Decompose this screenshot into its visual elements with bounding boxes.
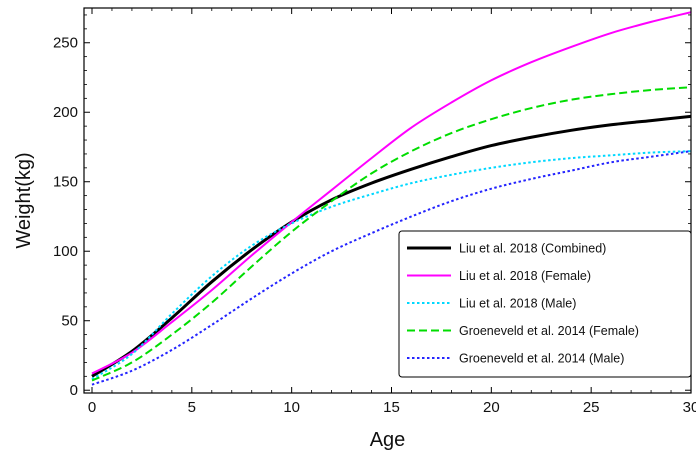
series-line-3 [91, 150, 691, 380]
legend-label-5: Groeneveld et al. 2014 (Male) [459, 352, 624, 366]
y-tick-label: 0 [70, 382, 78, 399]
x-tick-label: 30 [683, 399, 696, 416]
legend: Liu et al. 2018 (Combined) Liu et al. 201… [398, 230, 692, 378]
x-tick-label: 25 [583, 399, 600, 416]
x-tick-label: 0 [88, 399, 96, 416]
legend-label-3: Liu et al. 2018 (Male) [459, 297, 576, 311]
y-axis-ticks: 0 50 100 150 200 250 [53, 14, 691, 399]
x-tick-label: 10 [283, 399, 300, 416]
y-tick-label: 100 [53, 243, 78, 260]
series-lines [91, 11, 691, 386]
legend-label-2: Liu et al. 2018 (Female) [459, 269, 591, 283]
series-line-5 [91, 150, 691, 386]
y-tick-label: 150 [53, 174, 78, 191]
series-line-1 [91, 114, 691, 378]
y-tick-label: 50 [61, 313, 78, 330]
series-line-4 [91, 86, 691, 382]
y-axis-title: Weight(kg) [13, 152, 35, 248]
legend-box [398, 230, 692, 378]
legend-label-4: Groeneveld et al. 2014 (Female) [459, 324, 639, 338]
legend-label-1: Liu et al. 2018 (Combined) [459, 242, 606, 256]
x-tick-label: 15 [383, 399, 400, 416]
x-tick-label: 5 [188, 399, 196, 416]
x-axis-title: Age [370, 429, 406, 451]
series-line-2 [91, 11, 691, 375]
y-tick-label: 250 [53, 35, 78, 52]
x-axis-ticks: 0 5 10 15 20 25 30 [88, 8, 696, 416]
x-tick-label: 20 [483, 399, 500, 416]
y-tick-label: 200 [53, 104, 78, 121]
plot-frame [83, 7, 692, 394]
